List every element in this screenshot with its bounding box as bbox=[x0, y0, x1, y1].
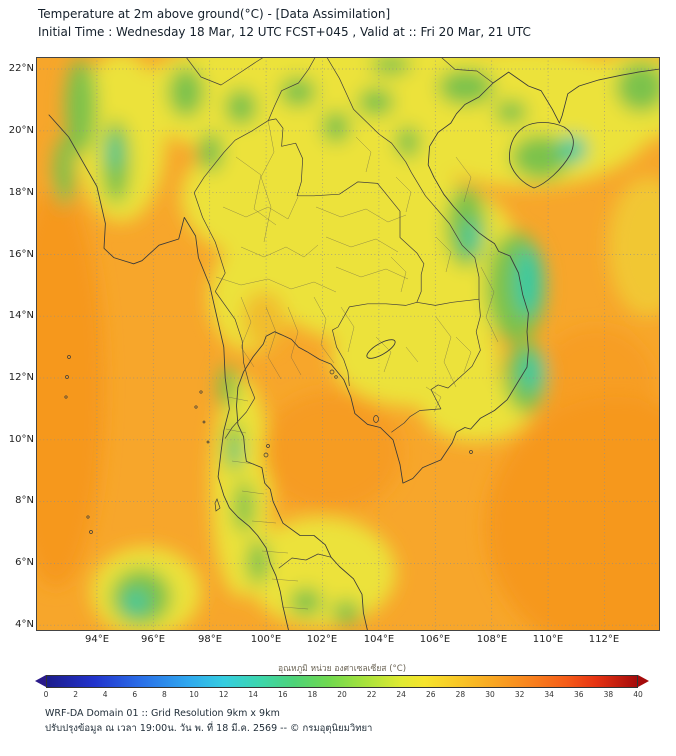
colorbar-tick-label: 8 bbox=[162, 690, 167, 699]
islands bbox=[64, 355, 473, 534]
map-area bbox=[36, 57, 660, 631]
lat-label: 14°N bbox=[8, 310, 34, 321]
hainan-island bbox=[509, 122, 574, 189]
lon-label: 96°E bbox=[140, 634, 166, 645]
colorbar-tick-label: 36 bbox=[574, 690, 584, 699]
lat-label: 20°N bbox=[8, 125, 34, 136]
map-border-frame bbox=[36, 57, 660, 631]
lon-label: 98°E bbox=[197, 634, 223, 645]
page-title: Temperature at 2m above ground(°C) - [Da… bbox=[38, 7, 391, 21]
colorbar-tick-label: 10 bbox=[189, 690, 199, 699]
lon-label: 104°E bbox=[363, 634, 395, 645]
colorbar-tick-label: 38 bbox=[603, 690, 614, 699]
coastlines bbox=[48, 68, 660, 631]
colorbar-tick-label: 22 bbox=[366, 690, 377, 699]
coastline-west bbox=[48, 114, 290, 631]
country-borders bbox=[185, 57, 494, 569]
map-canvas bbox=[36, 57, 660, 631]
colorbar-tick-label: 32 bbox=[514, 690, 525, 699]
colorbar-ticks: 0 2 4 6 8 10 12 14 16 18 20 22 24 26 28 … bbox=[43, 690, 643, 700]
phuket-island bbox=[214, 498, 221, 512]
colorbar-right-arrow bbox=[638, 675, 649, 687]
temperature-field bbox=[36, 57, 660, 631]
colorbar-tick-label: 12 bbox=[218, 690, 229, 699]
colorbar-tick-label: 34 bbox=[544, 690, 554, 699]
colorbar-label: อุณหภูมิ หน่วย องศาเซลเซียส (°C) bbox=[277, 664, 407, 674]
footer-update-info: ปรับปรุงข้อมูล ณ เวลา 19:00น. วัน พ. ที่… bbox=[45, 723, 373, 734]
footer-domain-info: WRF-DA Domain 01 :: Grid Resolution 9km … bbox=[45, 708, 280, 719]
colorbar-tick-label: 18 bbox=[307, 690, 318, 699]
tonle-sap-lake bbox=[366, 339, 396, 359]
lat-label: 18°N bbox=[8, 187, 34, 198]
lon-label: 100°E bbox=[250, 634, 282, 645]
colorbar-tick-label: 6 bbox=[132, 690, 138, 699]
colorbar-tick-label: 4 bbox=[102, 690, 108, 699]
lon-label: 110°E bbox=[532, 634, 564, 645]
page-subtitle: Initial Time : Wednesday 18 Mar, 12 UTC … bbox=[38, 25, 531, 39]
lon-label: 106°E bbox=[419, 634, 451, 645]
lat-label: 16°N bbox=[8, 249, 34, 260]
colorbar-tick-label: 20 bbox=[337, 690, 347, 699]
lat-label: 10°N bbox=[8, 434, 34, 445]
colorbar bbox=[35, 675, 649, 688]
lat-label: 4°N bbox=[15, 619, 34, 630]
colorbar-tick-label: 26 bbox=[426, 690, 436, 699]
coastline-east bbox=[236, 68, 660, 631]
colorbar-tick-label: 14 bbox=[248, 690, 258, 699]
lat-label: 8°N bbox=[15, 495, 34, 506]
colorbar-tick-label: 24 bbox=[396, 690, 406, 699]
header: Temperature at 2m above ground(°C) - [Da… bbox=[38, 5, 531, 41]
colorbar-tick-label: 28 bbox=[455, 690, 466, 699]
colorbar-tick-label: 2 bbox=[73, 690, 78, 699]
colorbar-tick-label: 30 bbox=[485, 690, 495, 699]
lat-label: 12°N bbox=[8, 372, 34, 383]
colorbar-tick-label: 0 bbox=[43, 690, 49, 699]
lat-label: 22°N bbox=[8, 63, 34, 74]
colorbar-gradient bbox=[46, 675, 638, 688]
lon-label: 112°E bbox=[588, 634, 620, 645]
province-boundaries bbox=[215, 119, 499, 610]
colorbar-left-arrow bbox=[35, 675, 46, 687]
lat-label: 6°N bbox=[15, 557, 34, 568]
lon-label: 102°E bbox=[306, 634, 338, 645]
colorbar-tick-label: 40 bbox=[633, 690, 643, 699]
lon-label: 94°E bbox=[84, 634, 110, 645]
lon-label: 108°E bbox=[476, 634, 508, 645]
colorbar-tick-label: 16 bbox=[278, 690, 288, 699]
